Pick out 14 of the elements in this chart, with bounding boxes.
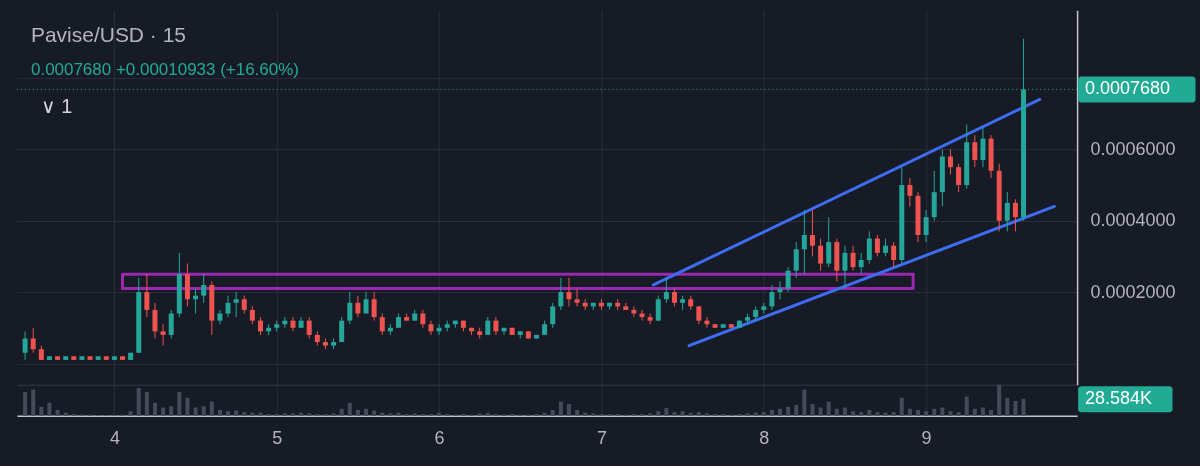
y-tick-label: 0.0002000: [1090, 281, 1176, 302]
annotation: ∨ 1: [40, 95, 73, 118]
x-tick-label: 6: [434, 428, 445, 449]
y-tick-label: 0.0004000: [1090, 210, 1176, 231]
y-tick-label: 0.0006000: [1090, 138, 1176, 159]
x-tick-label: 4: [109, 428, 120, 449]
text: 0.0007680 +0.00010933 (+16.60%): [30, 60, 299, 80]
x-tick-label: 5: [272, 428, 283, 449]
text: Pavise/USD · 15: [30, 23, 186, 47]
x-tick-label: 7: [596, 428, 607, 449]
x-tick-label: 9: [921, 428, 932, 449]
ref-line-label: 0.0007680: [1085, 78, 1171, 99]
x-tick-label: 8: [759, 428, 770, 449]
text: 28.584K: [1085, 388, 1153, 409]
